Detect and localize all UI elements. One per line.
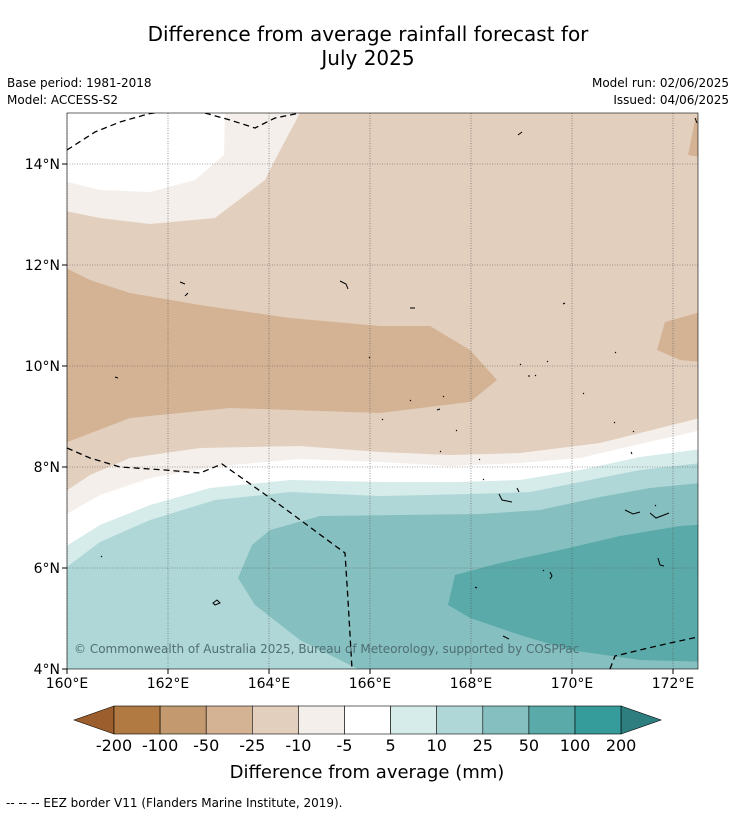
y-tick-label: 8°N: [34, 460, 60, 476]
colorbar-tick-label: -25: [239, 736, 265, 755]
colorbar-tick-label: 5: [386, 736, 396, 755]
title-line-2: July 2025: [321, 46, 415, 70]
colorbar-tick-label: -200: [96, 736, 132, 755]
x-tick-labels: 160°E 162°E 164°E 166°E 168°E 170°E 172°…: [46, 676, 695, 692]
eez-footnote: -- -- -- EEZ border V11 (Flanders Marine…: [6, 796, 343, 810]
y-tick-label: 10°N: [25, 359, 60, 375]
colorbar-tick-label: -5: [337, 736, 353, 755]
map-frame: [66, 112, 699, 670]
colorbar-tick-label: -50: [193, 736, 219, 755]
x-tick-label: 172°E: [652, 676, 695, 692]
islands: [100, 117, 698, 640]
x-tick-label: 170°E: [551, 676, 594, 692]
contour-band-neg-50: [67, 268, 497, 443]
contour-band-neg-50-ne: [688, 115, 698, 157]
colorbar-swatch: [482, 705, 530, 735]
colorbar-extend-high: [620, 705, 663, 735]
colorbar-swatch: [252, 705, 299, 735]
colorbar-swatch: [528, 705, 576, 735]
y-tick-label: 4°N: [34, 662, 60, 678]
map-contours: [67, 113, 698, 669]
colorbar-tick-label: 50: [519, 736, 539, 755]
colorbar: [73, 705, 663, 735]
base-period: Base period: 1981-2018: [7, 76, 152, 90]
colorbar-swatch: [574, 705, 622, 735]
y-tick-labels: 4°N 6°N 8°N 10°N 12°N 14°N: [25, 157, 60, 678]
contour-band-neutral-north: [67, 113, 225, 192]
contour-band-pos-50: [448, 524, 698, 662]
x-tick-label: 166°E: [349, 676, 392, 692]
issued-date: Issued: 04/06/2025: [613, 93, 729, 107]
model-run: Model run: 02/06/2025: [591, 76, 729, 90]
colorbar-swatch: [298, 705, 345, 735]
colorbar-tick-label: -100: [142, 736, 178, 755]
colorbar-title: Difference from average (mm): [230, 762, 505, 783]
colorbar-tick-label: 10: [427, 736, 447, 755]
copyright-notice: © Commonwealth of Australia 2025, Bureau…: [74, 642, 579, 656]
model-name: Model: ACCESS-S2: [7, 93, 119, 107]
y-tick-label: 12°N: [25, 258, 60, 274]
title-line-1: Difference from average rainfall forecas…: [147, 22, 589, 46]
x-tick-label: 164°E: [248, 676, 291, 692]
colorbar-tick-label: -10: [285, 736, 311, 755]
colorbar-labels: -200 -100 -50 -25 -10 -5 5 10 25 50 100 200: [96, 736, 637, 755]
eez-border: [67, 113, 698, 669]
x-tick-label: 168°E: [450, 676, 493, 692]
y-tick-label: 6°N: [34, 561, 60, 577]
contour-band-neg-50-east: [657, 312, 698, 362]
axis-ticks: [62, 163, 674, 674]
colorbar-tick-label: 100: [560, 736, 591, 755]
colorbar-tick-label: 200: [606, 736, 637, 755]
colorbar-swatch: [205, 705, 253, 735]
colorbar-extend-low: [73, 705, 115, 735]
colorbar-swatch: [390, 705, 438, 735]
colorbar-swatch: [344, 705, 391, 735]
x-tick-label: 160°E: [46, 676, 89, 692]
x-tick-label: 162°E: [147, 676, 190, 692]
colorbar-tick-label: 25: [473, 736, 493, 755]
colorbar-swatch: [159, 705, 207, 735]
colorbar-swatch: [113, 705, 161, 735]
colorbar-swatch: [436, 705, 484, 735]
y-tick-label: 14°N: [25, 157, 60, 173]
